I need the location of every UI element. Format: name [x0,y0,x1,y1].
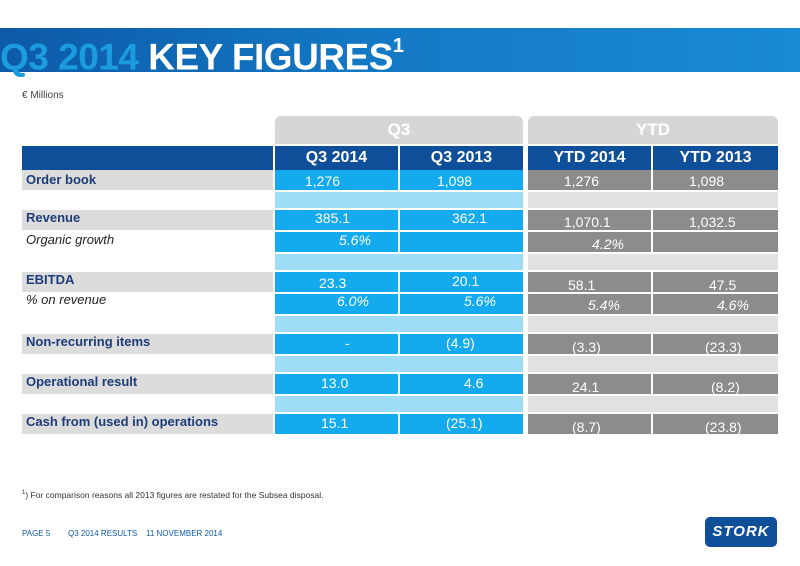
row-pct-revenue-q3-2013: 5.6% [400,293,523,314]
spacer-row [528,396,778,412]
spacer-row [275,396,523,412]
column-header-q3-2013: Q3 2013 [400,146,523,170]
row-cash-ytd-2013: (23.8) [653,414,778,435]
spacer-row [275,316,523,332]
row-non-recurring-ytd-2014: (3.3) [528,334,651,355]
row-order-book-ytd-2014: 1,276 [528,170,651,190]
row-ebitda-q3-2013: 20.1 [400,272,523,292]
row-non-recurring-ytd-2013: (23.3) [653,334,778,355]
row-organic-growth-ytd-2013 [653,232,778,252]
row-organic-growth-label: Organic growth [26,232,115,247]
stork-logo-text: STORK [712,523,770,540]
footnote-text: ) For comparison reasons all 2013 figure… [25,490,324,500]
spacer-row [275,254,523,270]
row-organic-growth-label-bg [22,232,273,252]
column-header-q3-2014: Q3 2014 [275,146,398,170]
page-title: Q3 2014 KEY FIGURES1 [0,27,404,77]
row-order-book-q3-2013: 1,098 [400,170,523,190]
stork-logo: STORK [705,517,777,547]
row-non-recurring-label-bg [22,334,273,354]
title-quarter: Q3 2014 [0,36,139,78]
row-non-recurring-label: Non-recurring items [26,334,151,349]
title-main: KEY FIGURES [148,36,393,78]
row-order-book-label-bg [22,170,273,190]
group-header-ytd: YTD [528,116,778,144]
row-pct-revenue-ytd-2014: 5.4% [528,294,651,314]
footer-document: Q3 2014 RESULTS [68,529,138,538]
spacer-row [528,356,778,372]
row-pct-revenue-label-bg [22,294,273,314]
spacer-row [528,254,778,270]
row-ebitda-label: EBITDA [26,272,75,287]
row-revenue-ytd-2014: 1,070.1 [528,210,651,230]
title-band [0,28,800,72]
row-ebitda-label-bg [22,272,273,292]
row-organic-growth-q3-2013 [400,232,523,252]
row-operational-label-bg [22,374,273,394]
row-operational-label: Operational result [26,374,138,389]
group-header-q3: Q3 [275,116,523,144]
row-non-recurring-q3-2013: (4.9) [400,334,523,354]
row-cash-q3-2013: (25.1) [400,414,523,434]
footer-date: 11 NOVEMBER 2014 [146,529,223,538]
footnote-marker: 1 [22,490,26,497]
footnote: 1) For comparison reasons all 2013 figur… [22,490,323,500]
column-header-left [22,146,273,170]
spacer-row [275,356,523,372]
row-pct-revenue-q3-2014: 6.0% [275,293,398,314]
row-revenue-label-bg [22,210,273,230]
row-ebitda-ytd-2013: 47.5 [653,272,778,293]
row-operational-ytd-2014: 24.1 [528,374,651,395]
row-order-book-ytd-2013: 1,098 [653,170,778,190]
row-operational-q3-2014: 13.0 [275,374,398,394]
row-ebitda-q3-2014: 23.3 [275,272,398,292]
row-revenue-q3-2014: 385.1 [275,210,398,230]
row-cash-label-bg [22,414,273,434]
row-organic-growth-q3-2014: 5.6% [275,232,398,252]
row-order-book-label: Order book [26,172,97,187]
spacer-row [528,192,778,208]
column-header-ytd-2014: YTD 2014 [528,146,651,170]
row-cash-q3-2014: 15.1 [275,414,398,434]
title-footnote-marker: 1 [392,35,404,57]
footer-page: PAGE 5 [22,529,51,538]
row-order-book-q3-2014: 1,276 [275,170,398,190]
row-revenue-label: Revenue [26,210,81,225]
spacer-row [275,192,523,208]
row-operational-q3-2013: 4.6 [400,374,523,394]
row-operational-ytd-2013: (8.2) [653,374,778,395]
row-pct-revenue-label: % on revenue [26,292,107,307]
unit-label: € Millions [22,90,64,101]
row-pct-revenue-ytd-2013: 4.6% [653,294,778,314]
column-header-ytd-2013: YTD 2013 [653,146,778,170]
row-non-recurring-q3-2014: - [275,334,398,354]
row-ebitda-ytd-2014: 58.1 [528,272,651,293]
row-organic-growth-ytd-2014: 4.2% [528,232,651,252]
row-revenue-q3-2013: 362.1 [400,210,523,230]
spacer-row [528,316,778,332]
row-cash-label: Cash from (used in) operations [26,414,219,429]
row-revenue-ytd-2013: 1,032.5 [653,210,778,230]
row-cash-ytd-2014: (8.7) [528,414,651,435]
